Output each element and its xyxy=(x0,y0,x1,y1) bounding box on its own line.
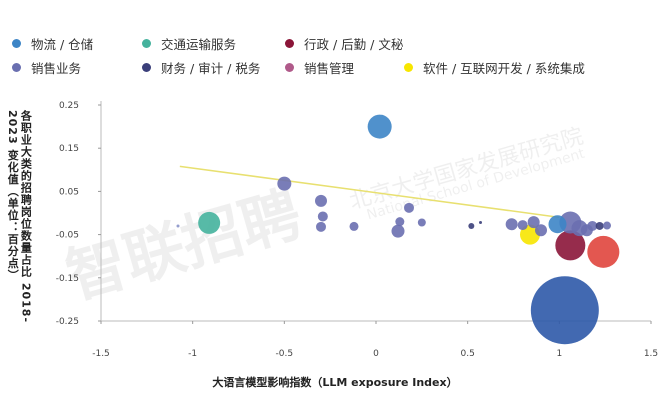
data-point xyxy=(417,218,426,227)
data-point xyxy=(505,218,518,231)
legend-item-sales: 销售业务 xyxy=(12,58,81,77)
data-point xyxy=(548,215,567,234)
legend-swatch-logistics xyxy=(12,39,21,48)
legend-item-finance: 财务 / 审计 / 税务 xyxy=(142,58,260,77)
legend-label-sales-mgmt: 销售管理 xyxy=(304,61,355,76)
y-tick-label: 0.25 xyxy=(59,101,79,111)
legend-label-logistics: 物流 / 仓储 xyxy=(31,37,94,52)
legend-item-logistics: 物流 / 仓储 xyxy=(12,34,93,53)
x-tick-label: 1 xyxy=(556,349,562,359)
x-tick-label: -0.5 xyxy=(276,349,294,359)
chart-legend: 物流 / 仓储 交通运输服务 行政 / 后勤 / 文秘 销售业务 财务 / 审计… xyxy=(0,0,670,90)
legend-swatch-finance xyxy=(142,63,151,72)
data-point xyxy=(349,221,359,231)
y-tick-label: 0.05 xyxy=(59,187,79,197)
data-point xyxy=(555,230,586,261)
data-point xyxy=(603,221,611,230)
y-axis-title: 各职业大类的招聘岗位数量占比 2018-2023 变化值（单位：百分点） xyxy=(6,110,33,324)
legend-swatch-transport xyxy=(142,39,151,48)
x-tick-label: 0 xyxy=(373,349,379,359)
data-point xyxy=(535,224,547,237)
legend-item-transport: 交通运输服务 xyxy=(142,34,236,53)
data-point xyxy=(520,224,540,245)
data-point xyxy=(367,114,392,139)
legend-label-admin: 行政 / 后勤 / 文秘 xyxy=(304,37,404,52)
data-point xyxy=(176,224,180,228)
data-point xyxy=(316,221,326,232)
data-point xyxy=(404,202,414,213)
data-point xyxy=(468,222,475,229)
legend-item-admin: 行政 / 后勤 / 文秘 xyxy=(285,34,403,53)
data-point xyxy=(595,221,604,230)
x-tick-label: 1.5 xyxy=(644,349,658,359)
legend-swatch-sales-mgmt xyxy=(285,63,294,72)
data-point xyxy=(315,194,327,207)
data-point xyxy=(277,176,292,191)
data-point xyxy=(517,220,528,231)
legend-item-sales-mgmt: 销售管理 xyxy=(285,58,354,77)
legend-label-sales: 销售业务 xyxy=(31,61,82,76)
legend-swatch-software xyxy=(404,63,413,72)
data-point xyxy=(587,235,620,268)
x-axis-title: 大语言模型影响指数（LLM exposure Index） xyxy=(212,376,458,389)
legend-swatch-admin xyxy=(285,39,294,48)
y-tick-label: -0.05 xyxy=(56,231,79,241)
data-point xyxy=(587,220,598,231)
legend-label-transport: 交通运输服务 xyxy=(161,37,237,52)
data-point xyxy=(395,217,405,227)
legend-label-software: 软件 / 互联网开发 / 系统集成 xyxy=(423,61,585,76)
y-tick-label: -0.15 xyxy=(56,274,79,284)
data-point xyxy=(391,224,405,238)
legend-label-finance: 财务 / 审计 / 税务 xyxy=(161,61,261,76)
x-tick-label: -1.5 xyxy=(92,349,110,359)
legend-item-software: 软件 / 互联网开发 / 系统集成 xyxy=(404,58,585,77)
trend-line xyxy=(179,165,560,219)
data-point xyxy=(527,216,540,229)
data-point xyxy=(198,211,221,234)
legend-swatch-sales xyxy=(12,63,21,72)
data-point xyxy=(317,211,328,222)
y-tick-label: -0.25 xyxy=(56,317,79,327)
data-point xyxy=(479,221,482,225)
y-tick-label: 0.15 xyxy=(59,144,79,154)
x-tick-label: -1 xyxy=(188,349,197,359)
x-tick-label: 0.5 xyxy=(461,349,475,359)
data-point xyxy=(530,276,599,345)
